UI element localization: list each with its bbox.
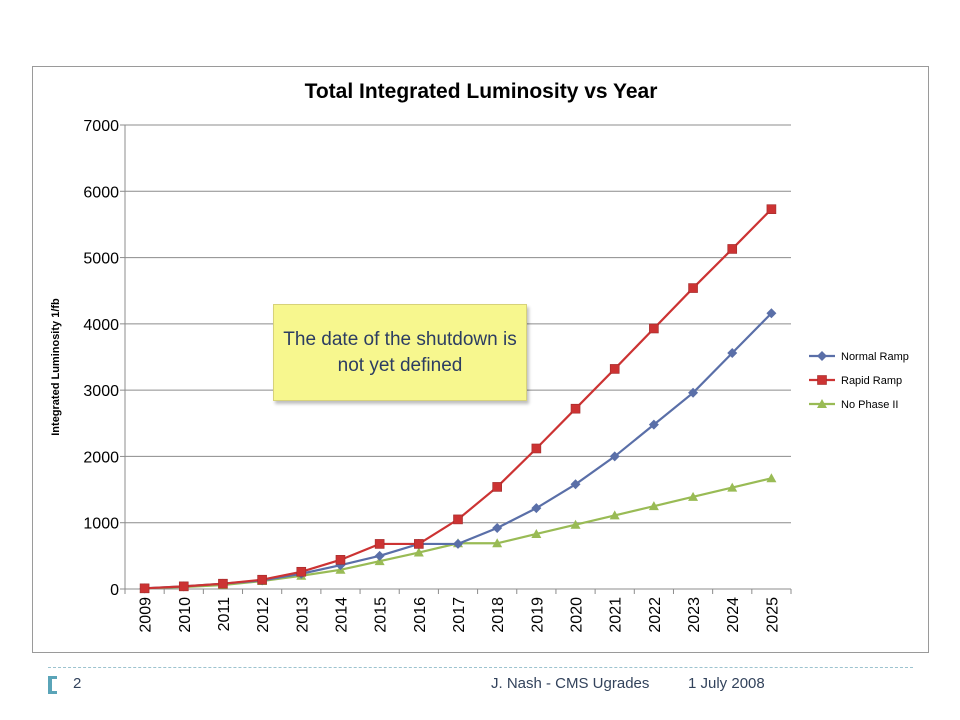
data-point-square <box>374 539 385 549</box>
data-point-square <box>492 482 502 492</box>
data-point-triangle <box>688 491 699 501</box>
luminosity-chart: Total Integrated Luminosity vs Year Inte… <box>50 80 909 633</box>
chart-title: Total Integrated Luminosity vs Year <box>305 80 658 103</box>
data-point-square <box>453 514 463 525</box>
data-point-triangle <box>817 399 827 408</box>
legend: Normal Ramp Rapid Ramp No Phase II <box>809 351 909 411</box>
y-tick-label: 0 <box>110 582 119 599</box>
data-point-triangle <box>727 482 738 492</box>
x-tick-label: 2017 <box>451 597 468 633</box>
data-point-triangle <box>609 510 620 520</box>
footer-author: J. Nash - CMS Ugrades <box>491 675 650 692</box>
data-point-diamond <box>531 503 542 514</box>
x-tick-label: 2010 <box>177 597 194 633</box>
data-point-square <box>139 583 150 594</box>
series-no-phase-ii <box>139 473 777 593</box>
data-point-triangle <box>570 519 581 529</box>
footer-marker-icon-inner <box>52 679 57 691</box>
data-point-square <box>218 578 228 589</box>
x-tick-label: 2020 <box>569 597 586 633</box>
data-point-diamond <box>570 479 581 490</box>
x-tick-label: 2014 <box>333 597 350 633</box>
slide-number: 2 <box>73 675 82 692</box>
data-point-square <box>688 283 698 293</box>
data-point-square <box>649 323 659 334</box>
data-point-triangle <box>766 473 777 483</box>
x-tick-label: 2021 <box>608 597 625 633</box>
y-tick-label: 4000 <box>83 317 119 334</box>
data-point-triangle <box>492 538 503 548</box>
y-tick-label: 2000 <box>83 449 119 466</box>
callout-text: The date of the shutdown is not yet defi… <box>283 328 517 376</box>
data-point-square <box>257 574 267 585</box>
data-point-diamond <box>727 348 738 359</box>
data-point-square <box>817 375 827 385</box>
legend-label: Normal Ramp <box>841 351 909 363</box>
shutdown-note-callout: The date of the shutdown is not yet defi… <box>273 304 527 401</box>
x-tick-label: 2024 <box>725 597 742 633</box>
data-point-square <box>414 539 424 549</box>
data-point-square <box>727 244 738 254</box>
y-tick-label: 1000 <box>83 516 119 533</box>
chart-frame: Total Integrated Luminosity vs Year Inte… <box>32 66 929 653</box>
x-tick-label: 2019 <box>529 597 546 633</box>
footer-date: 1 July 2008 <box>688 675 765 692</box>
x-tick-label: 2022 <box>647 597 664 633</box>
y-tick-label: 5000 <box>83 251 119 268</box>
data-point-diamond <box>453 538 463 549</box>
x-tick-label: 2013 <box>294 597 311 633</box>
x-tick-label: 2011 <box>216 597 233 632</box>
footer-divider <box>48 667 913 668</box>
series-line <box>144 477 772 590</box>
x-tick-label: 2023 <box>686 597 703 633</box>
data-point-diamond <box>766 308 777 319</box>
x-tick-label: 2016 <box>412 597 429 633</box>
data-point-square <box>570 403 581 414</box>
series-rapid-ramp <box>139 204 777 594</box>
legend-label: No Phase II <box>841 399 898 411</box>
x-tick-label: 2025 <box>764 597 781 633</box>
x-tick-label: 2009 <box>138 597 155 633</box>
x-tick-label: 2012 <box>255 597 272 633</box>
data-point-diamond <box>648 419 659 430</box>
x-tick-label: 2015 <box>373 597 390 633</box>
data-point-triangle <box>413 547 424 557</box>
data-point-square <box>178 581 189 592</box>
y-axis-label: Integrated Luminosity 1/fb <box>50 298 62 436</box>
data-point-diamond <box>609 451 620 462</box>
data-point-square <box>766 204 777 214</box>
y-tick-labels: 0 1000 2000 3000 4000 5000 6000 7000 <box>83 118 119 599</box>
data-point-triangle <box>648 501 659 511</box>
data-point-diamond <box>817 351 827 361</box>
data-point-square <box>531 443 542 454</box>
data-point-diamond <box>688 387 699 398</box>
data-point-square <box>335 555 346 565</box>
data-point-diamond <box>492 523 503 534</box>
data-point-square <box>296 566 307 577</box>
y-tick-label: 3000 <box>83 383 119 400</box>
x-tick-labels: 2009 2010 2011 2012 2013 2014 2015 2016 2017 2018… <box>138 597 782 633</box>
data-point-triangle <box>531 528 542 538</box>
data-point-square <box>609 364 620 374</box>
data-point-diamond <box>374 550 385 561</box>
y-tick-label: 6000 <box>83 184 119 201</box>
y-tick-label: 7000 <box>83 118 119 135</box>
legend-label: Rapid Ramp <box>841 375 902 387</box>
series-layer <box>139 204 777 594</box>
x-tick-label: 2018 <box>490 597 507 633</box>
